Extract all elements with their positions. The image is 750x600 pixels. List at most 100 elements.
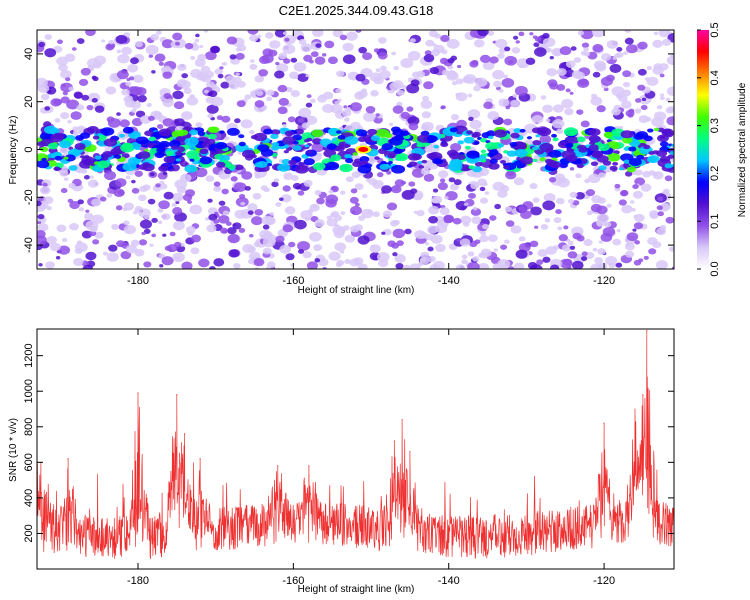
spectrogram-cell — [207, 92, 213, 97]
spectrogram-cell — [44, 48, 57, 58]
spectrogram-cell — [213, 219, 220, 224]
spectrogram-cell — [340, 211, 346, 216]
spectrogram-cell — [440, 137, 446, 142]
spectrogram-cell — [400, 58, 414, 69]
spectrogram-cell — [205, 96, 215, 104]
spectrogram-cell — [518, 31, 525, 37]
spectrogram-cell — [282, 185, 291, 192]
spectrogram-cell — [232, 222, 242, 230]
spectrogram-cell — [82, 264, 93, 269]
spectrogram-cell — [305, 73, 310, 78]
spectrogram-cell — [277, 84, 288, 93]
spectrogram-cell — [386, 202, 398, 211]
snr-spike — [277, 465, 279, 467]
spectrogram-cell — [518, 236, 526, 242]
spectrogram-cell — [131, 187, 140, 194]
spectrogram-cell — [125, 81, 132, 87]
spectrogram-cell — [616, 47, 623, 52]
spectrogram-cell — [190, 56, 196, 60]
spectrogram-cell — [262, 237, 276, 248]
spectrogram-cell — [207, 198, 213, 203]
spectrogram-cell — [542, 37, 556, 48]
spectrogram-cell — [373, 48, 380, 53]
spectrogram-cell — [234, 209, 247, 219]
spectrogram-cell — [448, 177, 456, 183]
spectrogram-cell — [354, 183, 364, 190]
spectrogram-cell — [176, 79, 188, 88]
spectrogram-cell — [104, 170, 117, 181]
spectrogram-cell — [432, 158, 442, 165]
spectrogram-cell — [369, 244, 381, 253]
spectrogram-cell — [249, 234, 254, 238]
snr-spike — [642, 394, 644, 396]
spectrogram-cell — [158, 200, 170, 210]
spectrogram-cell — [670, 53, 674, 59]
spectrogram-cell — [504, 206, 513, 212]
spectrogram-cell — [376, 172, 384, 178]
spectrogram-cell — [46, 206, 52, 211]
spectrogram-cell — [469, 119, 482, 130]
spectrogram-cell — [429, 66, 440, 75]
spectrogram-cell — [216, 115, 224, 121]
spectrogram-cell — [215, 161, 226, 168]
spectrogram-cell — [481, 223, 490, 230]
spectrogram-cell — [606, 40, 619, 49]
spectrogram-cell — [415, 70, 426, 78]
spectrogram-cell — [204, 51, 217, 61]
spectrogram-cell — [509, 141, 518, 147]
spectrogram-cell — [480, 248, 492, 258]
spectrogram-cell — [389, 137, 403, 146]
spectrogram-cell — [597, 248, 607, 255]
spectrogram-cell — [376, 252, 390, 262]
spectrogram-cell — [253, 132, 268, 142]
spectrogram-cell — [162, 98, 174, 108]
spectrogram-cell — [393, 148, 403, 155]
spectrogram-cell — [461, 259, 468, 265]
spectrogram-cell — [344, 259, 351, 265]
spectrogram-cell — [91, 98, 98, 103]
spectrogram-cell — [591, 195, 602, 204]
spectrogram-cell — [503, 239, 510, 244]
spectrogram-cell — [56, 39, 63, 45]
spectrogram-cell — [459, 164, 471, 172]
spectrogram-cell — [558, 234, 568, 242]
spectrogram-cell — [168, 140, 181, 148]
spectrogram-cell — [314, 190, 322, 196]
spectrogram-cell — [421, 121, 434, 132]
snr-spike — [393, 440, 395, 442]
spectrogram-cell — [624, 171, 633, 177]
spectrogram-cell — [475, 77, 488, 87]
spectrogram-cell — [656, 205, 663, 211]
spectrogram-cell — [316, 197, 325, 205]
spectrogram-cell — [533, 42, 540, 47]
spectrogram-peak — [358, 147, 369, 152]
spectrogram-cell — [306, 94, 312, 99]
spectrogram-cell — [378, 37, 387, 44]
spectrogram-cell — [659, 93, 664, 97]
spectrogram-cell — [536, 259, 544, 265]
spectrogram-cell — [551, 47, 563, 57]
spectrogram-cell — [634, 177, 646, 186]
spectrogram-cell — [501, 78, 515, 88]
spectrogram-cell — [258, 55, 270, 65]
spectrogram-cell — [163, 156, 176, 164]
spectrogram-cell — [143, 261, 152, 268]
spectrogram-cell — [545, 47, 552, 53]
spectrogram-cell — [532, 158, 538, 162]
spectrogram-cell — [297, 240, 311, 251]
spectrogram-cell — [199, 156, 213, 165]
spectrogram-cell — [298, 38, 307, 45]
spectrogram-cell — [234, 118, 241, 124]
spectrogram-cell — [575, 192, 585, 200]
spectrogram-cell — [94, 105, 105, 113]
spectrogram-cell — [350, 188, 358, 194]
spectrogram-cell — [173, 241, 182, 248]
spectrogram-cell — [637, 84, 646, 91]
spectrogram-cell — [44, 106, 51, 111]
spectrogram-cell — [149, 243, 154, 247]
spectrogram-cell — [187, 200, 193, 204]
snr-spike — [199, 458, 201, 460]
spectrogram-cell — [540, 95, 547, 100]
spectrogram-cell — [656, 105, 663, 110]
spectrogram-cell — [416, 143, 424, 148]
